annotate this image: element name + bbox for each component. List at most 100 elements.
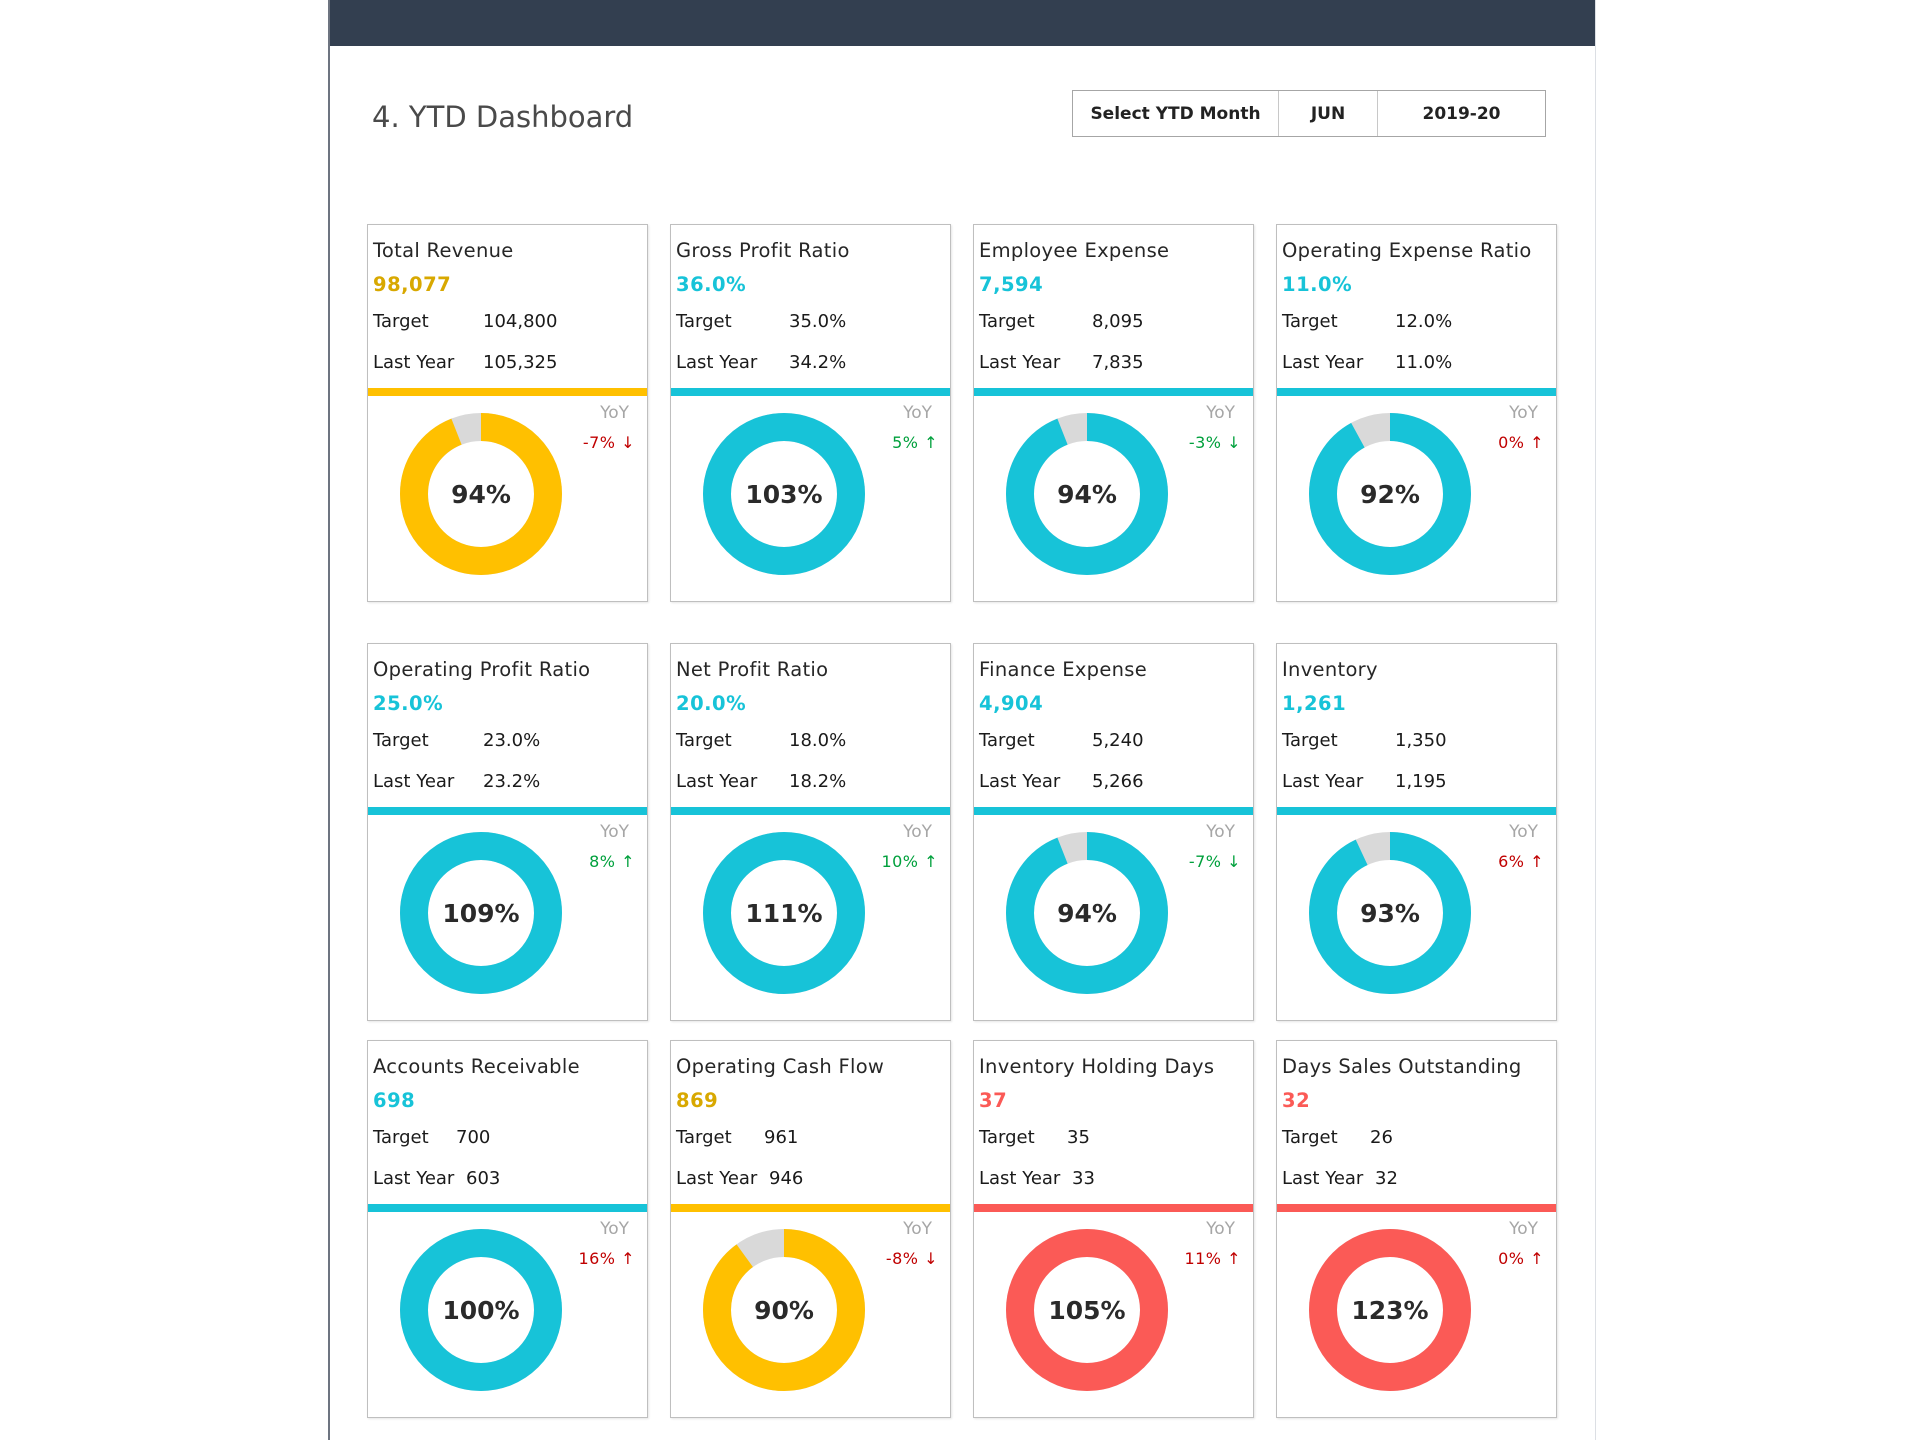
yoy-change: 8% ↑ bbox=[589, 852, 635, 871]
last-year-value: 32 bbox=[1375, 1168, 1398, 1189]
donut-percent-label: 93% bbox=[1360, 899, 1420, 928]
donut-percent-label: 94% bbox=[1057, 480, 1117, 509]
donut-progress-arc bbox=[1006, 832, 1168, 994]
ytd-month-selector: Select YTD Month JUN 2019-20 bbox=[1072, 90, 1546, 137]
target-value: 12.0% bbox=[1395, 311, 1453, 332]
target-label: Target bbox=[373, 730, 429, 751]
donut-percent-label: 105% bbox=[1048, 1296, 1125, 1325]
progress-donut: 109% bbox=[400, 832, 562, 994]
kpi-value: 1,261 bbox=[1282, 692, 1347, 715]
yoy-change: 11% ↑ bbox=[1184, 1249, 1241, 1268]
target-label: Target bbox=[1282, 1127, 1338, 1148]
target-value: 18.0% bbox=[789, 730, 847, 751]
donut-percent-label: 103% bbox=[745, 480, 822, 509]
progress-donut: 105% bbox=[1006, 1229, 1168, 1391]
yoy-label: YoY bbox=[1206, 822, 1235, 842]
kpi-card[interactable]: Inventory Holding Days 37 Target 35 Last Yea… bbox=[973, 1040, 1254, 1418]
last-year-value: 34.2% bbox=[789, 352, 847, 373]
kpi-value: 98,077 bbox=[373, 273, 452, 296]
progress-donut: 93% bbox=[1309, 832, 1471, 994]
last-year-label: Last Year bbox=[1282, 771, 1364, 792]
donut-progress-arc bbox=[400, 1229, 562, 1391]
progress-donut: 111% bbox=[703, 832, 865, 994]
status-band bbox=[671, 1204, 950, 1212]
kpi-name: Total Revenue bbox=[373, 239, 514, 262]
kpi-name: Accounts Receivable bbox=[373, 1055, 580, 1078]
kpi-card[interactable]: Finance Expense 4,904 Target 5,240 Last Year… bbox=[973, 643, 1254, 1021]
kpi-name: Days Sales Outstanding bbox=[1282, 1055, 1522, 1078]
target-label: Target bbox=[979, 730, 1035, 751]
target-value: 961 bbox=[764, 1127, 799, 1148]
yoy-change: 10% ↑ bbox=[881, 852, 938, 871]
donut-percent-label: 109% bbox=[442, 899, 519, 928]
donut-progress-arc bbox=[1309, 1229, 1471, 1391]
kpi-card[interactable]: Net Profit Ratio 20.0% Target 18.0% Last Yea… bbox=[670, 643, 951, 1021]
target-value: 35 bbox=[1067, 1127, 1090, 1148]
progress-donut: 94% bbox=[1006, 413, 1168, 575]
progress-donut: 103% bbox=[703, 413, 865, 575]
donut-progress-arc bbox=[703, 413, 865, 575]
kpi-name: Inventory bbox=[1282, 658, 1378, 681]
last-year-value: 11.0% bbox=[1395, 352, 1453, 373]
donut-progress-arc bbox=[400, 832, 562, 994]
yoy-label: YoY bbox=[1509, 822, 1538, 842]
yoy-change: -7% ↓ bbox=[1188, 852, 1241, 871]
target-value: 700 bbox=[456, 1127, 491, 1148]
year-dropdown[interactable]: 2019-20 bbox=[1422, 103, 1501, 124]
kpi-card[interactable]: Accounts Receivable 698 Target 700 Last Year… bbox=[367, 1040, 648, 1418]
donut-percent-label: 92% bbox=[1360, 480, 1420, 509]
progress-donut: 94% bbox=[400, 413, 562, 575]
last-year-value: 5,266 bbox=[1092, 771, 1144, 792]
kpi-card[interactable]: Employee Expense 7,594 Target 8,095 Last Yea… bbox=[973, 224, 1254, 602]
month-dropdown[interactable]: JUN bbox=[1279, 91, 1378, 136]
kpi-value: 4,904 bbox=[979, 692, 1044, 715]
donut-progress-arc bbox=[1309, 413, 1471, 575]
last-year-label: Last Year bbox=[373, 352, 455, 373]
last-year-value: 7,835 bbox=[1092, 352, 1144, 373]
header-bar bbox=[330, 0, 1595, 46]
last-year-label: Last Year bbox=[373, 1168, 455, 1189]
selector-label: Select YTD Month bbox=[1073, 91, 1279, 136]
kpi-card[interactable]: Operating Expense Ratio 11.0% Target 12.0% L… bbox=[1276, 224, 1557, 602]
yoy-change: -8% ↓ bbox=[885, 1249, 938, 1268]
kpi-card[interactable]: Operating Cash Flow 869 Target 961 Last Year… bbox=[670, 1040, 951, 1418]
last-year-label: Last Year bbox=[979, 352, 1061, 373]
status-band bbox=[671, 807, 950, 815]
kpi-card[interactable]: Gross Profit Ratio 36.0% Target 35.0% Last Y… bbox=[670, 224, 951, 602]
target-label: Target bbox=[979, 1127, 1035, 1148]
yoy-label: YoY bbox=[903, 403, 932, 423]
last-year-value: 946 bbox=[769, 1168, 804, 1189]
kpi-card[interactable]: Operating Profit Ratio 25.0% Target 23.0% La… bbox=[367, 643, 648, 1021]
donut-percent-label: 90% bbox=[754, 1296, 814, 1325]
kpi-card[interactable]: Days Sales Outstanding 32 Target 26 Last Yea… bbox=[1276, 1040, 1557, 1418]
yoy-label: YoY bbox=[1509, 403, 1538, 423]
yoy-label: YoY bbox=[1206, 1219, 1235, 1239]
target-value: 23.0% bbox=[483, 730, 541, 751]
status-band bbox=[368, 1204, 647, 1212]
kpi-name: Gross Profit Ratio bbox=[676, 239, 850, 262]
yoy-label: YoY bbox=[1206, 403, 1235, 423]
kpi-card[interactable]: Inventory 1,261 Target 1,350 Last Year 1,195 Y… bbox=[1276, 643, 1557, 1021]
kpi-name: Finance Expense bbox=[979, 658, 1148, 681]
status-band bbox=[974, 388, 1253, 396]
target-label: Target bbox=[1282, 311, 1338, 332]
last-year-value: 105,325 bbox=[483, 352, 558, 373]
last-year-label: Last Year bbox=[1282, 1168, 1364, 1189]
kpi-card[interactable]: Total Revenue 98,077 Target 104,800 Last Yea… bbox=[367, 224, 648, 602]
donut-progress-arc bbox=[703, 1229, 865, 1391]
last-year-value: 603 bbox=[466, 1168, 501, 1189]
last-year-label: Last Year bbox=[676, 1168, 758, 1189]
target-value: 26 bbox=[1370, 1127, 1393, 1148]
yoy-change: -7% ↓ bbox=[582, 433, 635, 452]
donut-progress-arc bbox=[1006, 1229, 1168, 1391]
target-value: 1,350 bbox=[1395, 730, 1447, 751]
last-year-value: 18.2% bbox=[789, 771, 847, 792]
donut-percent-label: 111% bbox=[745, 899, 822, 928]
kpi-value: 32 bbox=[1282, 1089, 1311, 1112]
last-year-label: Last Year bbox=[676, 771, 758, 792]
progress-donut: 92% bbox=[1309, 413, 1471, 575]
target-value: 8,095 bbox=[1092, 311, 1144, 332]
kpi-value: 7,594 bbox=[979, 273, 1044, 296]
yoy-change: 0% ↑ bbox=[1498, 1249, 1544, 1268]
dashboard-sheet: 4. YTD Dashboard Select YTD Month JUN 20… bbox=[328, 0, 1596, 1440]
